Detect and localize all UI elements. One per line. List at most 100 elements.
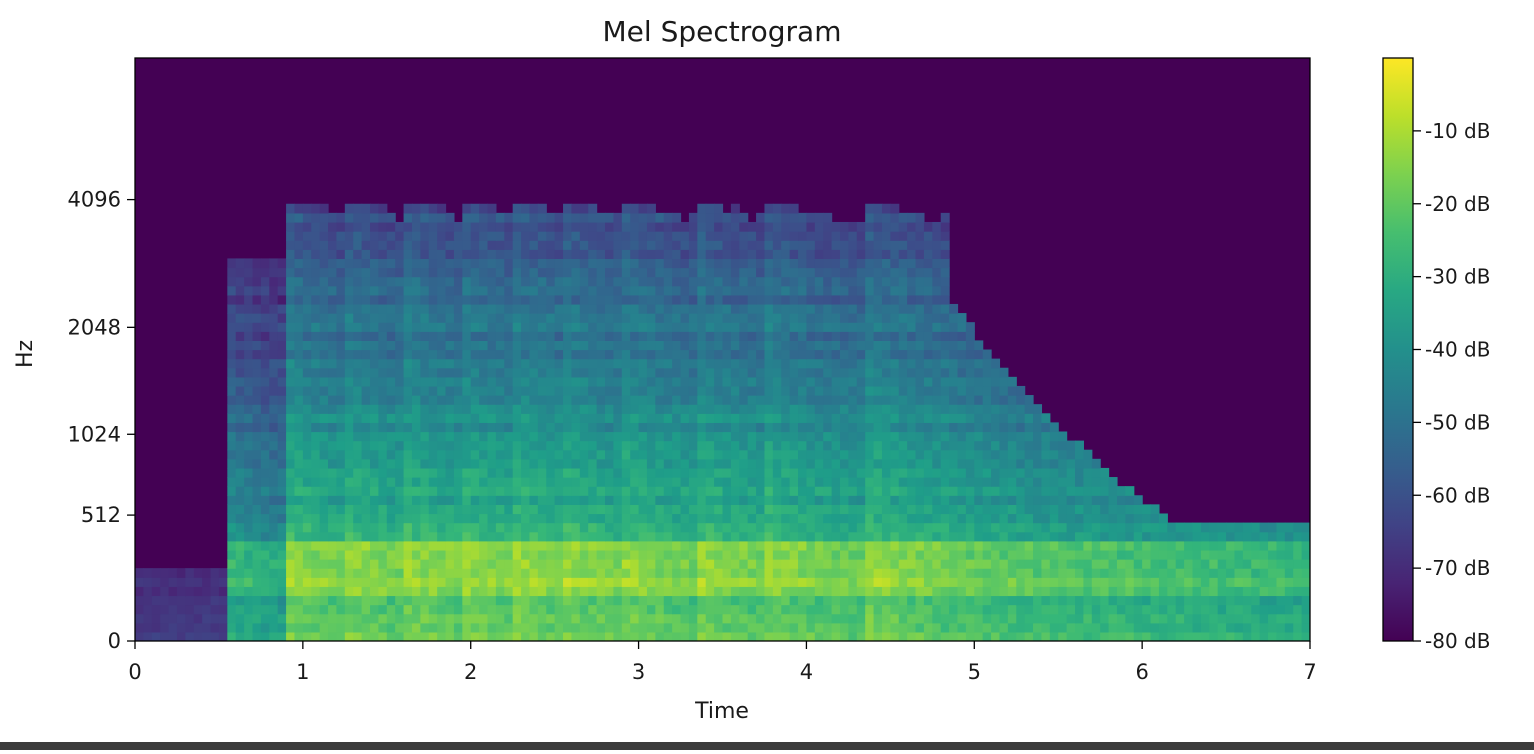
heatmap-cell xyxy=(630,277,639,287)
heatmap-cell xyxy=(580,495,589,505)
heatmap-cell xyxy=(462,386,471,396)
heatmap-cell xyxy=(890,331,899,341)
heatmap-cell xyxy=(958,605,967,615)
heatmap-cell xyxy=(1218,623,1227,633)
heatmap-cell xyxy=(882,477,891,487)
heatmap-cell xyxy=(395,568,404,578)
heatmap-cell xyxy=(521,395,530,405)
heatmap-cell xyxy=(412,577,421,587)
heatmap-cell xyxy=(773,477,782,487)
heatmap-cell xyxy=(571,577,580,587)
heatmap-cell xyxy=(991,431,1000,441)
heatmap-cell xyxy=(1075,513,1084,523)
heatmap-cell xyxy=(1033,605,1042,615)
heatmap-cell xyxy=(874,468,883,478)
heatmap-cell xyxy=(739,277,748,287)
heatmap-cell xyxy=(362,532,371,542)
heatmap-cell xyxy=(1125,550,1134,560)
heatmap-cell xyxy=(454,422,463,432)
heatmap-cell xyxy=(731,350,740,360)
heatmap-cell xyxy=(823,331,832,341)
heatmap-cell xyxy=(714,541,723,551)
heatmap-cell xyxy=(1067,623,1076,633)
heatmap-cell xyxy=(462,340,471,350)
heatmap-cell xyxy=(420,468,429,478)
heatmap-cell xyxy=(647,340,656,350)
heatmap-cell xyxy=(336,213,345,223)
heatmap-cell xyxy=(1134,559,1143,569)
heatmap-cell xyxy=(723,377,732,387)
heatmap-cell xyxy=(555,386,564,396)
heatmap-cell xyxy=(471,368,480,378)
heatmap-cell xyxy=(949,586,958,596)
heatmap-cell xyxy=(580,504,589,514)
heatmap-cell xyxy=(538,304,547,314)
heatmap-cell xyxy=(723,513,732,523)
heatmap-cell xyxy=(924,404,933,414)
heatmap-cell xyxy=(571,495,580,505)
heatmap-cell xyxy=(966,541,975,551)
heatmap-cell xyxy=(1293,568,1302,578)
heatmap-cell xyxy=(538,240,547,250)
heatmap-cell xyxy=(529,249,538,259)
heatmap-cell xyxy=(378,331,387,341)
heatmap-cell xyxy=(941,541,950,551)
heatmap-cell xyxy=(1201,586,1210,596)
heatmap-cell xyxy=(941,213,950,223)
heatmap-cell xyxy=(1075,586,1084,596)
heatmap-cell xyxy=(1050,605,1059,615)
heatmap-cell xyxy=(362,623,371,633)
heatmap-cell xyxy=(840,441,849,451)
heatmap-cell xyxy=(697,258,706,268)
heatmap-cell xyxy=(1016,404,1025,414)
heatmap-cell xyxy=(613,586,622,596)
heatmap-cell xyxy=(471,222,480,232)
heatmap-cell xyxy=(1243,614,1252,624)
heatmap-cell xyxy=(806,468,815,478)
heatmap-cell xyxy=(588,550,597,560)
heatmap-cell xyxy=(311,504,320,514)
heatmap-cell xyxy=(462,450,471,460)
heatmap-cell xyxy=(689,404,698,414)
heatmap-cell xyxy=(832,404,841,414)
heatmap-cell xyxy=(790,240,799,250)
heatmap-cell xyxy=(429,313,438,323)
heatmap-cell xyxy=(286,359,295,369)
heatmap-cell xyxy=(958,422,967,432)
heatmap-cell xyxy=(681,431,690,441)
heatmap-cell xyxy=(689,231,698,241)
heatmap-cell xyxy=(723,295,732,305)
heatmap-cell xyxy=(597,431,606,441)
heatmap-cell xyxy=(311,386,320,396)
heatmap-cell xyxy=(588,477,597,487)
heatmap-cell xyxy=(924,222,933,232)
heatmap-cell xyxy=(1209,623,1218,633)
heatmap-cell xyxy=(253,368,262,378)
heatmap-cell xyxy=(429,213,438,223)
heatmap-cell xyxy=(496,550,505,560)
heatmap-cell xyxy=(865,632,874,642)
heatmap-cell xyxy=(1041,513,1050,523)
heatmap-cell xyxy=(588,605,597,615)
heatmap-cell xyxy=(1050,595,1059,605)
heatmap-cell xyxy=(370,213,379,223)
heatmap-cell xyxy=(1067,614,1076,624)
heatmap-cell xyxy=(437,277,446,287)
heatmap-cell xyxy=(261,632,270,642)
heatmap-cell xyxy=(739,431,748,441)
heatmap-cell xyxy=(613,614,622,624)
heatmap-cell xyxy=(320,586,329,596)
heatmap-cell xyxy=(597,568,606,578)
heatmap-cell xyxy=(1100,495,1109,505)
heatmap-cell xyxy=(983,523,992,533)
heatmap-cell xyxy=(236,632,245,642)
heatmap-cell xyxy=(874,550,883,560)
heatmap-cell xyxy=(446,286,455,296)
heatmap-cell xyxy=(395,431,404,441)
heatmap-cell xyxy=(253,395,262,405)
heatmap-cell xyxy=(395,249,404,259)
heatmap-cell xyxy=(336,395,345,405)
heatmap-cell xyxy=(1117,523,1126,533)
heatmap-cell xyxy=(756,277,765,287)
heatmap-cell xyxy=(580,258,589,268)
